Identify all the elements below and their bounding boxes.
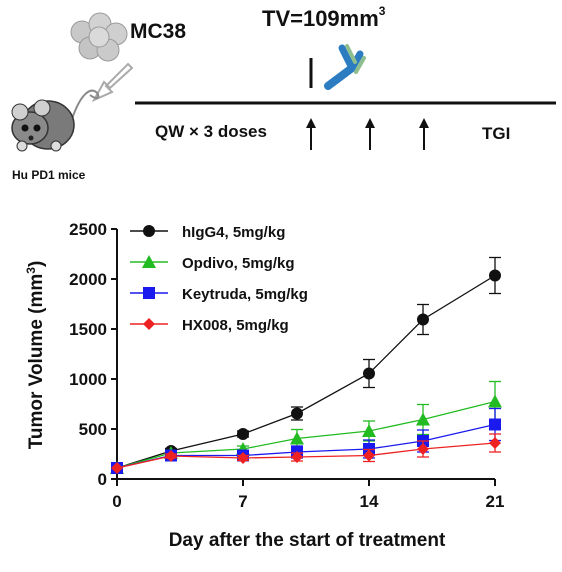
data-point — [417, 313, 429, 326]
data-point — [111, 462, 123, 474]
y-tick-label: 1500 — [69, 320, 107, 339]
dose-arrow-head — [419, 118, 429, 128]
x-tick-label: 14 — [360, 492, 379, 511]
dose-arrows — [306, 118, 429, 150]
legend-label: hIgG4, 5mg/kg — [182, 224, 285, 241]
legend-item: HX008, 5mg/kg — [130, 317, 289, 334]
tumor-volume-start-label: TV=109mm3 — [262, 3, 386, 31]
y-tick-label: 2000 — [69, 270, 107, 289]
y-tick-label: 1000 — [69, 370, 107, 389]
legend-item: hIgG4, 5mg/kg — [130, 224, 285, 241]
antibody-icon — [324, 44, 366, 90]
mouse-icon — [11, 89, 100, 152]
y-tick-label: 0 — [98, 470, 107, 489]
y-axis-label: Tumor Volume (mm3) — [24, 261, 47, 450]
data-point — [416, 412, 430, 426]
legend-marker — [143, 225, 155, 237]
injection-arrow-icon — [91, 62, 134, 103]
cell-line-label: MC38 — [130, 20, 187, 43]
legend-item: Keytruda, 5mg/kg — [130, 286, 308, 303]
legend-item: Opdivo, 5mg/kg — [130, 255, 295, 272]
legend-label: HX008, 5mg/kg — [182, 317, 289, 334]
data-point — [165, 450, 177, 462]
series-2 — [111, 407, 501, 474]
data-point — [417, 443, 429, 455]
data-point — [237, 428, 249, 440]
data-point — [488, 394, 502, 408]
x-axis-label: Day after the start of treatment — [169, 530, 446, 551]
series-3 — [111, 433, 501, 474]
tgi-label: TGI — [482, 124, 511, 143]
legend-label: Keytruda, 5mg/kg — [182, 286, 308, 303]
dose-arrow-head — [365, 118, 375, 128]
treatment-schematic — [11, 12, 556, 152]
cell-cluster-icon — [70, 12, 128, 62]
data-point — [237, 452, 249, 464]
data-point — [489, 418, 501, 431]
legend-marker — [142, 255, 156, 268]
legend-marker — [143, 318, 155, 330]
data-point — [363, 449, 375, 462]
dosing-schedule-label: QW × 3 doses — [155, 122, 267, 141]
legend-label: Opdivo, 5mg/kg — [182, 255, 295, 272]
y-tick-label: 2500 — [69, 220, 107, 239]
data-point — [489, 269, 501, 282]
data-point — [291, 451, 303, 463]
dose-arrow-head — [306, 118, 316, 128]
data-point — [363, 367, 375, 380]
x-tick-label: 0 — [112, 492, 121, 511]
x-tick-label: 21 — [486, 492, 505, 511]
data-point — [362, 424, 376, 437]
data-point — [290, 431, 304, 445]
x-tick-label: 7 — [238, 492, 247, 511]
legend-marker — [143, 287, 155, 299]
series-line — [116, 274, 496, 469]
y-tick-label: 500 — [79, 420, 107, 439]
data-point — [489, 437, 501, 449]
data-point — [291, 407, 303, 420]
mouse-model-label: Hu PD1 mice — [12, 168, 86, 182]
